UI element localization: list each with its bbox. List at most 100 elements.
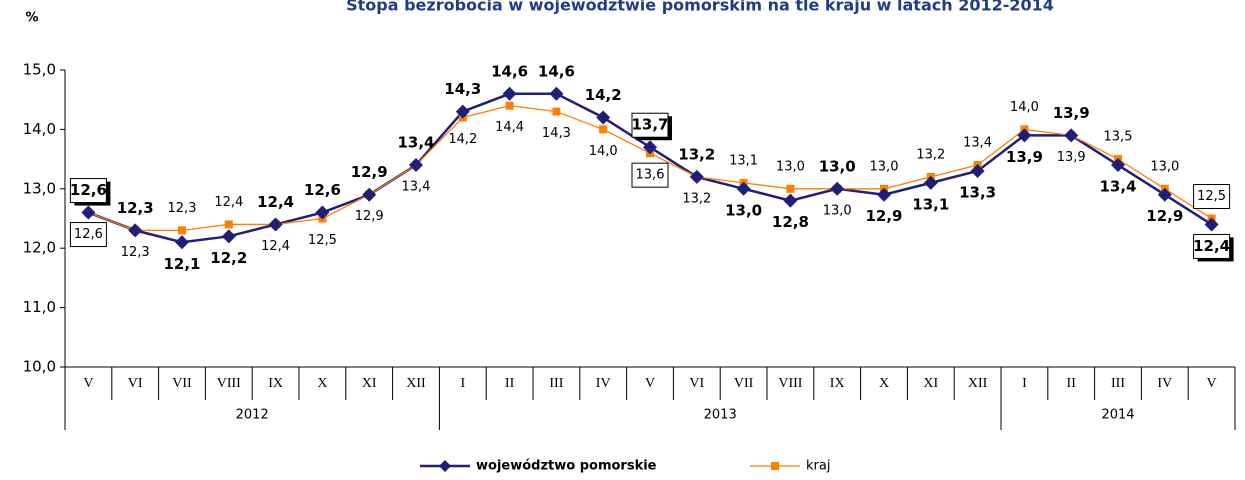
marker — [315, 205, 330, 220]
x-tick-label: VII — [734, 376, 754, 391]
data-label: 14,0 — [589, 144, 618, 159]
marker — [268, 217, 283, 232]
marker — [596, 110, 611, 125]
data-label: 14,2 — [448, 132, 477, 147]
data-label: 13,0 — [823, 203, 852, 218]
data-label: 13,3 — [959, 183, 996, 201]
x-tick-label: V — [83, 376, 93, 391]
data-label: 12,3 — [168, 201, 197, 216]
x-tick-label: II — [505, 376, 515, 391]
data-label: 13,2 — [916, 147, 945, 162]
x-tick-label: XI — [362, 376, 377, 391]
x-tick-label: V — [645, 376, 655, 391]
data-label: 12,3 — [117, 199, 154, 217]
x-tick-label: XII — [406, 376, 426, 391]
data-label: 13,0 — [776, 159, 805, 174]
data-label: 13,0 — [870, 159, 899, 174]
y-tick-label: 13,0 — [23, 179, 56, 197]
x-tick-label: I — [460, 376, 465, 391]
marker — [502, 86, 517, 101]
marker — [736, 181, 751, 196]
x-tick-label: IV — [596, 376, 611, 391]
marker — [409, 158, 423, 173]
marker — [221, 229, 236, 244]
data-label: 13,0 — [1150, 159, 1179, 174]
marker — [830, 181, 845, 196]
marker — [877, 187, 891, 202]
data-label: 13,2 — [682, 191, 711, 206]
legend-label: województwo pomorskie — [476, 459, 657, 474]
label-box — [1193, 233, 1231, 259]
x-tick-label: III — [1111, 376, 1125, 391]
marker — [81, 205, 96, 220]
data-label: 13,0 — [725, 201, 762, 219]
x-tick-label: I — [1022, 376, 1027, 391]
data-label: 12,4 — [261, 239, 290, 254]
data-label: 14,4 — [495, 120, 524, 135]
label-box — [69, 178, 107, 204]
data-label: 12,8 — [772, 213, 809, 231]
data-label: 13,4 — [1099, 178, 1136, 196]
marker — [783, 193, 798, 208]
data-label: 12,9 — [351, 163, 388, 181]
label-box — [631, 112, 669, 138]
data-label: 12,6 — [70, 181, 107, 199]
data-label: 12,9 — [355, 209, 384, 224]
data-label: 13,6 — [636, 168, 665, 183]
data-label: 14,3 — [542, 126, 571, 141]
label-box — [1193, 184, 1231, 209]
chart-title: Stopa bezrobocia w województwie pomorski… — [346, 0, 1054, 15]
data-label: 13,1 — [912, 195, 949, 213]
marker — [786, 184, 795, 193]
data-label: 13,4 — [402, 180, 431, 195]
y-axis-label: % — [25, 11, 38, 26]
x-tick-label: III — [549, 376, 563, 391]
data-label: 13,1 — [729, 153, 758, 168]
marker — [599, 125, 608, 134]
marker — [1204, 217, 1219, 232]
marker — [923, 175, 938, 190]
x-tick-label: X — [317, 376, 327, 391]
x-tick-label: VI — [128, 376, 143, 391]
x-tick-label: IV — [1157, 376, 1172, 391]
marker — [128, 223, 143, 238]
marker — [1157, 187, 1172, 202]
x-tick-label: XI — [923, 376, 938, 391]
x-tick-label: VI — [689, 376, 704, 391]
marker — [455, 104, 470, 119]
data-label: 12,5 — [308, 233, 337, 248]
y-tick-label: 11,0 — [23, 298, 56, 316]
data-label: 13,4 — [963, 136, 992, 151]
label-box — [69, 222, 107, 248]
y-tick-label: 10,0 — [23, 358, 56, 376]
data-label: 13,9 — [1053, 104, 1090, 122]
year-label: 2012 — [236, 408, 269, 423]
x-tick-label: VII — [172, 376, 192, 391]
data-label: 13,9 — [1057, 150, 1086, 165]
data-label: 13,4 — [397, 134, 434, 152]
marker — [643, 140, 657, 155]
data-label: 12,4 — [214, 195, 243, 210]
marker — [970, 163, 985, 178]
x-tick-label: II — [1067, 376, 1077, 391]
data-label: 14,2 — [585, 86, 622, 104]
year-label: 2014 — [1101, 408, 1134, 423]
x-tick-label: V — [1207, 376, 1217, 391]
data-label: 12,9 — [1146, 207, 1183, 225]
marker — [549, 86, 564, 101]
data-label: 12,6 — [74, 227, 103, 242]
data-label: 13,2 — [678, 145, 715, 163]
x-tick-label: VIII — [217, 376, 241, 391]
data-label: 14,0 — [1010, 100, 1039, 115]
x-tick-label: IX — [268, 376, 283, 391]
data-label: 12,4 — [257, 193, 294, 211]
data-label: 12,5 — [1197, 189, 1226, 204]
x-tick-label: X — [879, 376, 889, 391]
legend-label: kraj — [806, 459, 830, 474]
data-label: 12,6 — [304, 181, 341, 199]
x-tick-label: XII — [968, 376, 988, 391]
marker — [224, 220, 233, 229]
data-label: 14,6 — [538, 62, 575, 80]
y-tick-label: 15,0 — [23, 61, 56, 79]
